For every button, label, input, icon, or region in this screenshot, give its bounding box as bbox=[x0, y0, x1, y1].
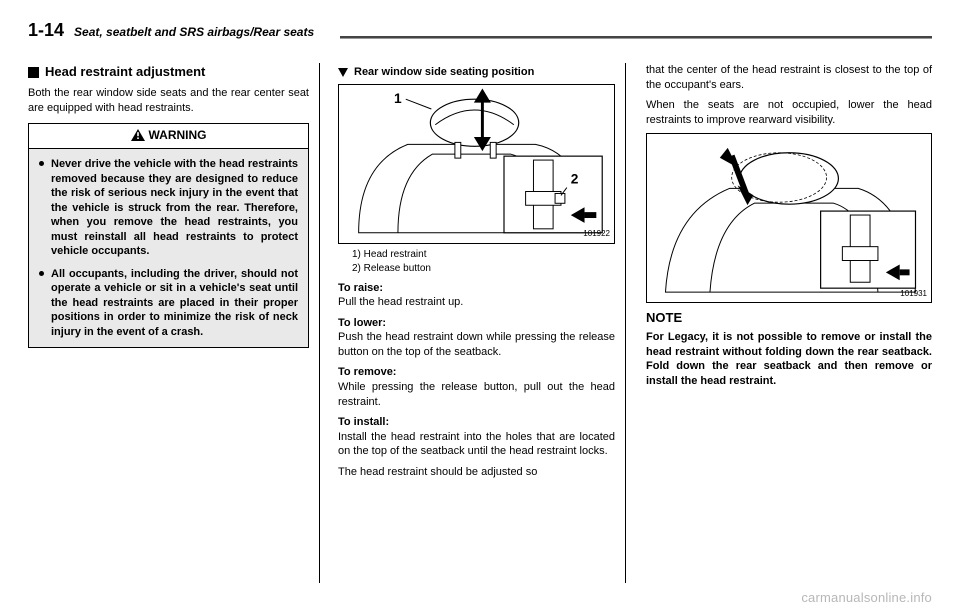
figure-svg: 1 2 bbox=[339, 85, 614, 243]
warning-box: WARNING Never drive the vehicle with the… bbox=[28, 123, 309, 348]
figure-legend-item: 2) Release button bbox=[352, 262, 615, 275]
section-intro: Both the rear window side seats and the … bbox=[28, 86, 309, 115]
note-title: NOTE bbox=[646, 309, 932, 326]
header-rule bbox=[340, 36, 932, 39]
figure-svg bbox=[647, 134, 931, 302]
to-install-label: To install: bbox=[338, 415, 615, 430]
subheading: Rear window side seating position bbox=[338, 65, 615, 80]
warning-item: Never drive the vehicle with the head re… bbox=[39, 157, 298, 259]
content-columns: Head restraint adjustment Both the rear … bbox=[28, 63, 932, 583]
triangle-down-icon bbox=[338, 68, 348, 77]
svg-text:2: 2 bbox=[571, 171, 579, 186]
figure-legend: 1) Head restraint 2) Release button bbox=[352, 248, 615, 275]
section-title: Head restraint adjustment bbox=[28, 63, 309, 80]
figure-id: 101931 bbox=[900, 289, 927, 300]
column-2: Rear window side seating position bbox=[334, 63, 626, 583]
section-title-text: Head restraint adjustment bbox=[45, 64, 205, 79]
warning-label: WARNING bbox=[149, 128, 207, 142]
figure-head-restraint-tilt: 101931 bbox=[646, 133, 932, 303]
to-lower-label: To lower: bbox=[338, 316, 615, 331]
subheading-text: Rear window side seating position bbox=[354, 66, 534, 78]
tail-text: The head restraint should be adjusted so bbox=[338, 465, 615, 480]
figure-legend-item: 1) Head restraint bbox=[352, 248, 615, 261]
to-raise-label: To raise: bbox=[338, 281, 615, 296]
figure-id: 101922 bbox=[583, 229, 610, 240]
watermark: carmanualsonline.info bbox=[801, 590, 932, 605]
column-3: that the center of the head restraint is… bbox=[640, 63, 932, 583]
to-lower-text: Push the head restraint down while press… bbox=[338, 330, 615, 359]
note-text: For Legacy, it is not possible to remove… bbox=[646, 330, 932, 388]
section-bullet-icon bbox=[28, 67, 39, 78]
figure-head-restraint-side: 1 2 101922 bbox=[338, 84, 615, 244]
column-1: Head restraint adjustment Both the rear … bbox=[28, 63, 320, 583]
warning-item: All occupants, including the driver, sho… bbox=[39, 267, 298, 340]
to-install-text: Install the head restraint into the hole… bbox=[338, 430, 615, 459]
header-breadcrumb: Seat, seatbelt and SRS airbags/Rear seat… bbox=[74, 25, 314, 39]
continued-para-1: that the center of the head restraint is… bbox=[646, 63, 932, 92]
to-remove-text: While pressing the release button, pull … bbox=[338, 380, 615, 409]
to-remove-label: To remove: bbox=[338, 365, 615, 380]
svg-text:1: 1 bbox=[394, 91, 402, 106]
page-number: 1-14 bbox=[28, 20, 64, 41]
warning-triangle-icon bbox=[131, 129, 145, 141]
continued-para-2: When the seats are not occupied, lower t… bbox=[646, 98, 932, 127]
to-raise-text: Pull the head restraint up. bbox=[338, 295, 615, 310]
warning-body: Never drive the vehicle with the head re… bbox=[29, 149, 308, 347]
warning-header: WARNING bbox=[29, 124, 308, 149]
manual-page: 1-14 Seat, seatbelt and SRS airbags/Rear… bbox=[0, 0, 960, 611]
